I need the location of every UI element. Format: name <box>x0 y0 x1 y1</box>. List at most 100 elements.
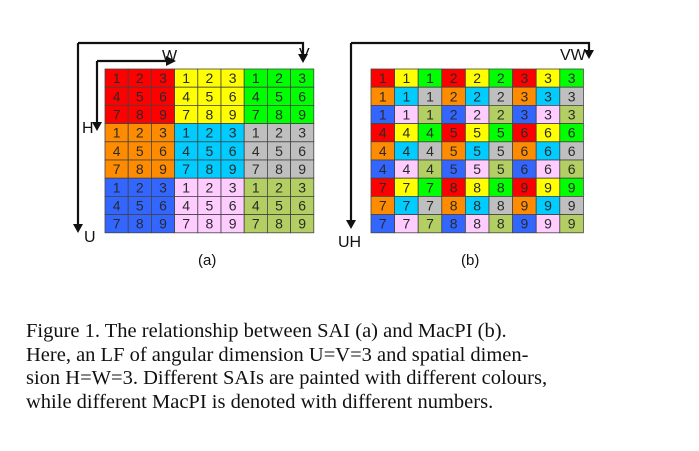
sai-cell-number: 9 <box>159 161 167 177</box>
sai-cell-number: 7 <box>113 107 121 123</box>
macpi-cell-number: 5 <box>473 161 481 177</box>
sai-cell-number: 1 <box>182 125 190 141</box>
macpi-cell-number: 7 <box>403 179 411 195</box>
macpi-cell-number: 8 <box>450 179 458 195</box>
sai-cell-number: 3 <box>298 70 306 86</box>
sai-cell-number: 2 <box>275 125 283 141</box>
macpi-cell-number: 4 <box>426 143 434 159</box>
sai-cell-number: 4 <box>113 88 121 104</box>
axis-label-uh: UH <box>338 234 361 251</box>
macpi-cell-number: 1 <box>403 88 411 104</box>
sai-cell-number: 7 <box>182 161 190 177</box>
sai-cell-number: 8 <box>136 107 144 123</box>
sai-cell-number: 3 <box>229 179 237 195</box>
macpi-cell-number: 2 <box>473 88 481 104</box>
sai-grid: 1 2 3 1 2 3 1 2 34 5 6 4 5 6 4 5 67 8 9 7 8 9 7 8 91 2 3 1 2 3 1 2 34 5 6 4… <box>104 68 315 234</box>
sai-cell-number: 5 <box>136 88 144 104</box>
sai-cell-number: 2 <box>206 70 214 86</box>
macpi-cell-number: 4 <box>403 161 411 177</box>
macpi-cell-number: 3 <box>521 107 529 123</box>
sai-cell-number: 3 <box>159 70 167 86</box>
panel-a-arrowheads <box>73 54 308 233</box>
macpi-cell-number: 1 <box>379 107 387 123</box>
macpi-cell-number: 9 <box>544 198 552 214</box>
sai-cell-number: 5 <box>206 198 214 214</box>
panel-a-label: (a) <box>198 252 216 269</box>
sai-cell-number: 1 <box>182 179 190 195</box>
sai-cell <box>290 214 315 234</box>
sai-cell-number: 8 <box>275 161 283 177</box>
macpi-cell-number: 5 <box>473 125 481 141</box>
caption-line: Figure 1. The relationship between SAI (… <box>26 320 507 342</box>
sai-cell-number: 5 <box>136 198 144 214</box>
sai-cell-number: 6 <box>229 88 237 104</box>
macpi-cell-number: 3 <box>544 107 552 123</box>
sai-cell-number: 5 <box>206 88 214 104</box>
sai-cell-number: 5 <box>275 198 283 214</box>
sai-cell-number: 7 <box>113 216 121 232</box>
macpi-cell-number: 2 <box>450 88 458 104</box>
macpi-cell-number: 5 <box>497 161 505 177</box>
macpi-cell-number: 6 <box>521 161 529 177</box>
macpi-cell-number: 1 <box>426 88 434 104</box>
macpi-cell-number: 5 <box>497 143 505 159</box>
macpi-cell-number: 7 <box>379 179 387 195</box>
v-arrow-line <box>78 41 305 56</box>
sai-cell-number: 9 <box>298 161 306 177</box>
sai-cell-number: 6 <box>298 143 306 159</box>
sai-cell-number: 1 <box>113 70 121 86</box>
macpi-cell-number: 3 <box>521 88 529 104</box>
sai-cell-number: 1 <box>182 70 190 86</box>
sai-cell-number: 4 <box>113 198 121 214</box>
sai-cell-number: 9 <box>229 161 237 177</box>
sai-cell-number: 1 <box>252 125 260 141</box>
vw-arrow-line <box>351 41 591 52</box>
sai-cell-number: 3 <box>159 179 167 195</box>
macpi-cell-number: 3 <box>568 88 576 104</box>
sai-cell-number: 1 <box>252 179 260 195</box>
macpi-cell-number: 6 <box>568 161 576 177</box>
sai-cell-number: 3 <box>229 125 237 141</box>
sai-cell-number: 7 <box>252 161 260 177</box>
sai-cell-number: 3 <box>298 125 306 141</box>
figure-svg: 1 2 3 1 2 3 1 2 34 5 6 4 5 6 4 5 67 8 9 7 8 9 7 8 91 2 3 1 2 3 1 2 34 5 6 4… <box>73 41 594 269</box>
panel-a-arrows <box>76 41 305 226</box>
macpi-cell-number: 9 <box>521 216 529 232</box>
macpi-cell-number: 8 <box>450 216 458 232</box>
macpi-grid: 1 1 1 2 2 2 3 3 31 1 1 2 2 2 3 3 31 1 1 2 2 2 3 3 34 4 4 5 5 5 6 6 64 4 4 5… <box>370 68 584 234</box>
sai-cell-number: 1 <box>252 70 260 86</box>
sai-cell-number: 1 <box>113 125 121 141</box>
macpi-cell-number: 1 <box>403 107 411 123</box>
macpi-cell-number: 5 <box>450 143 458 159</box>
sai-cell-number: 8 <box>206 216 214 232</box>
macpi-cell-number: 6 <box>544 161 552 177</box>
macpi-cell-number: 2 <box>450 107 458 123</box>
sai-cell-number: 8 <box>275 216 283 232</box>
sai-cell-number: 6 <box>159 88 167 104</box>
macpi-cell-number: 7 <box>426 198 434 214</box>
macpi-cell-number: 4 <box>379 125 387 141</box>
macpi-cell-number: 6 <box>521 143 529 159</box>
macpi-cell-number: 1 <box>426 107 434 123</box>
macpi-cell-number: 9 <box>544 179 552 195</box>
macpi-cell-number: 4 <box>379 161 387 177</box>
macpi-cell-number: 4 <box>403 143 411 159</box>
macpi-cell-number: 6 <box>544 125 552 141</box>
sai-cell-number: 8 <box>206 107 214 123</box>
axis-label-w: W <box>162 48 178 65</box>
macpi-cell-number: 4 <box>379 143 387 159</box>
macpi-cell-number: 8 <box>473 216 481 232</box>
sai-cell-number: 4 <box>252 143 260 159</box>
macpi-cell-number: 8 <box>497 216 505 232</box>
macpi-cell-number: 2 <box>450 70 458 86</box>
macpi-cell-number: 3 <box>568 107 576 123</box>
macpi-cell-number: 5 <box>450 161 458 177</box>
macpi-cell-number: 9 <box>544 216 552 232</box>
macpi-cell-number: 2 <box>497 88 505 104</box>
sai-cell-number: 3 <box>159 125 167 141</box>
sai-cell-number: 9 <box>298 216 306 232</box>
caption-line: Here, an LF of angular dimension U=V=3 a… <box>26 343 529 366</box>
axis-label-u: U <box>84 229 96 246</box>
macpi-cell-number: 8 <box>450 198 458 214</box>
